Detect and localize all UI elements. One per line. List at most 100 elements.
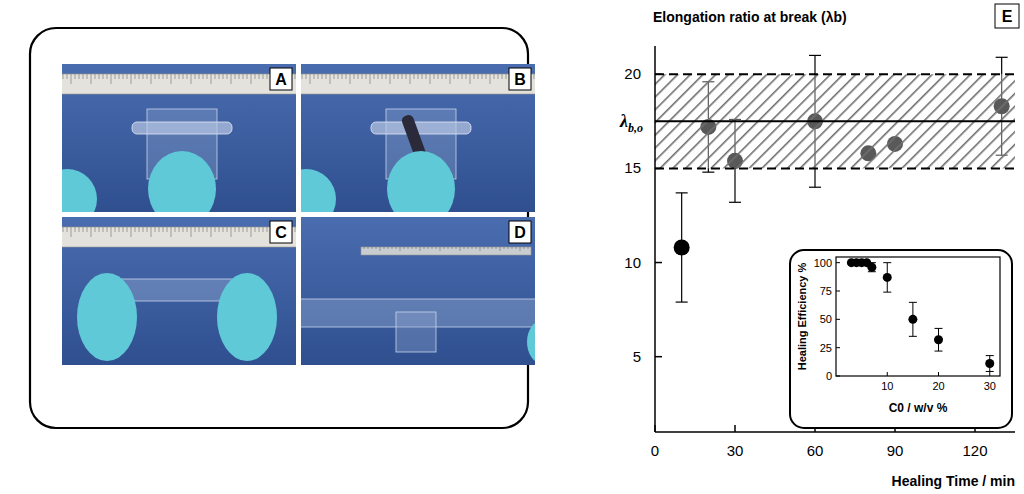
ruler-tick	[408, 247, 409, 249]
ruler-tick	[79, 74, 80, 79]
ruler-tick	[95, 227, 96, 232]
ruler-tick	[402, 74, 403, 79]
error-bar	[935, 328, 943, 351]
ruler-tick	[175, 74, 176, 79]
x-tick	[938, 372, 939, 376]
ruler-tick	[247, 227, 248, 232]
y-tick	[655, 262, 662, 264]
ruler-tick	[458, 74, 459, 79]
ruler-tick	[310, 74, 311, 84]
ruler-tick	[406, 74, 407, 79]
ruler-tick	[223, 227, 224, 232]
error-cap	[676, 301, 688, 302]
ruler-tick	[494, 74, 495, 79]
panel-label-box	[995, 4, 1019, 28]
ruler-tick	[478, 74, 479, 79]
ruler-tick	[338, 74, 339, 79]
ruler-tick	[191, 227, 192, 237]
ruler-tick	[155, 74, 156, 79]
ruler-tick	[219, 74, 220, 79]
ruler-tick	[394, 74, 395, 79]
ruler-tick	[147, 227, 148, 232]
glove	[62, 169, 97, 212]
ruler-tick	[115, 227, 116, 232]
ruler-tick	[370, 74, 371, 84]
ruler-tick	[295, 74, 296, 79]
ruler-tick	[171, 227, 172, 237]
x-axis-title: Healing Time / min	[892, 473, 1015, 489]
y-tick	[836, 347, 840, 348]
ruler-tick	[464, 247, 465, 249]
ruler-tick	[115, 74, 116, 79]
ruler-tick	[314, 74, 315, 79]
ruler-tick	[87, 227, 88, 232]
ruler-tick	[91, 227, 92, 237]
ruler-tick	[99, 227, 100, 232]
ruler-tick	[227, 74, 228, 79]
ruler-tick	[151, 227, 152, 237]
panel-label: C	[275, 224, 287, 241]
ruler-tick	[111, 227, 112, 237]
ruler-tick	[99, 74, 100, 79]
inset-plot-frame	[836, 257, 1000, 376]
ruler-tick	[263, 74, 264, 79]
ruler-tick	[179, 74, 180, 79]
error-cap	[883, 292, 891, 293]
ruler-tick	[215, 74, 216, 79]
photo	[301, 217, 535, 365]
ruler-tick	[512, 247, 513, 249]
reference-label-main: λ	[619, 111, 628, 131]
panel-label: D	[514, 224, 526, 241]
ruler-tick	[123, 74, 124, 79]
ruler-tick	[263, 227, 264, 232]
ruler-tick	[95, 74, 96, 79]
ruler-tick	[424, 247, 425, 249]
x-tick-label: 90	[887, 442, 904, 459]
ruler-tick	[219, 227, 220, 232]
inset-plot-area	[847, 258, 994, 371]
ruler	[62, 227, 296, 247]
x-tick	[887, 372, 888, 376]
ruler-tick	[492, 247, 493, 249]
ruler-tick	[131, 74, 132, 84]
x-tick-label: 0	[651, 442, 659, 459]
ruler-tick	[119, 74, 120, 79]
ruler-tick	[235, 227, 236, 232]
figure: ABCD51015200306090120Healing Time / minE…	[0, 0, 1024, 494]
x-tick-label: 30	[984, 380, 996, 392]
ruler-tick	[163, 227, 164, 232]
ruler-tick	[143, 74, 144, 79]
x-tick-label: 10	[881, 380, 893, 392]
ruler-tick	[231, 227, 232, 237]
ruler-tick	[446, 74, 447, 79]
y-tick	[836, 262, 840, 263]
photo-background	[301, 217, 535, 365]
ruler-tick	[404, 247, 405, 249]
x-axis-title: C0 / w/v %	[889, 401, 948, 415]
ruler-tick	[460, 247, 461, 251]
ruler-tick	[474, 74, 475, 79]
ruler-tick	[159, 227, 160, 232]
ruler-tick	[306, 74, 307, 79]
ruler-tick	[83, 227, 84, 232]
error-cap	[986, 371, 994, 372]
ruler-tick	[199, 227, 200, 232]
glove	[77, 273, 137, 361]
ruler-tick	[227, 227, 228, 232]
ruler-tick	[442, 74, 443, 79]
ruler-tick	[388, 247, 389, 249]
ruler-tick	[63, 74, 64, 79]
ruler-tick	[235, 74, 236, 79]
ruler-tick	[183, 74, 184, 79]
ruler-tick	[334, 74, 335, 79]
error-cap	[909, 302, 917, 303]
reference-label: λb,o	[619, 111, 643, 135]
ruler-tick	[368, 247, 369, 249]
ruler-tick	[131, 227, 132, 237]
y-axis-title: Healing Efficiency %	[796, 262, 808, 370]
ruler-tick	[376, 247, 377, 249]
error-bar	[883, 263, 891, 292]
error-cap	[986, 355, 994, 356]
ruler-tick	[400, 247, 401, 251]
y-tick-label: 10	[624, 254, 641, 271]
